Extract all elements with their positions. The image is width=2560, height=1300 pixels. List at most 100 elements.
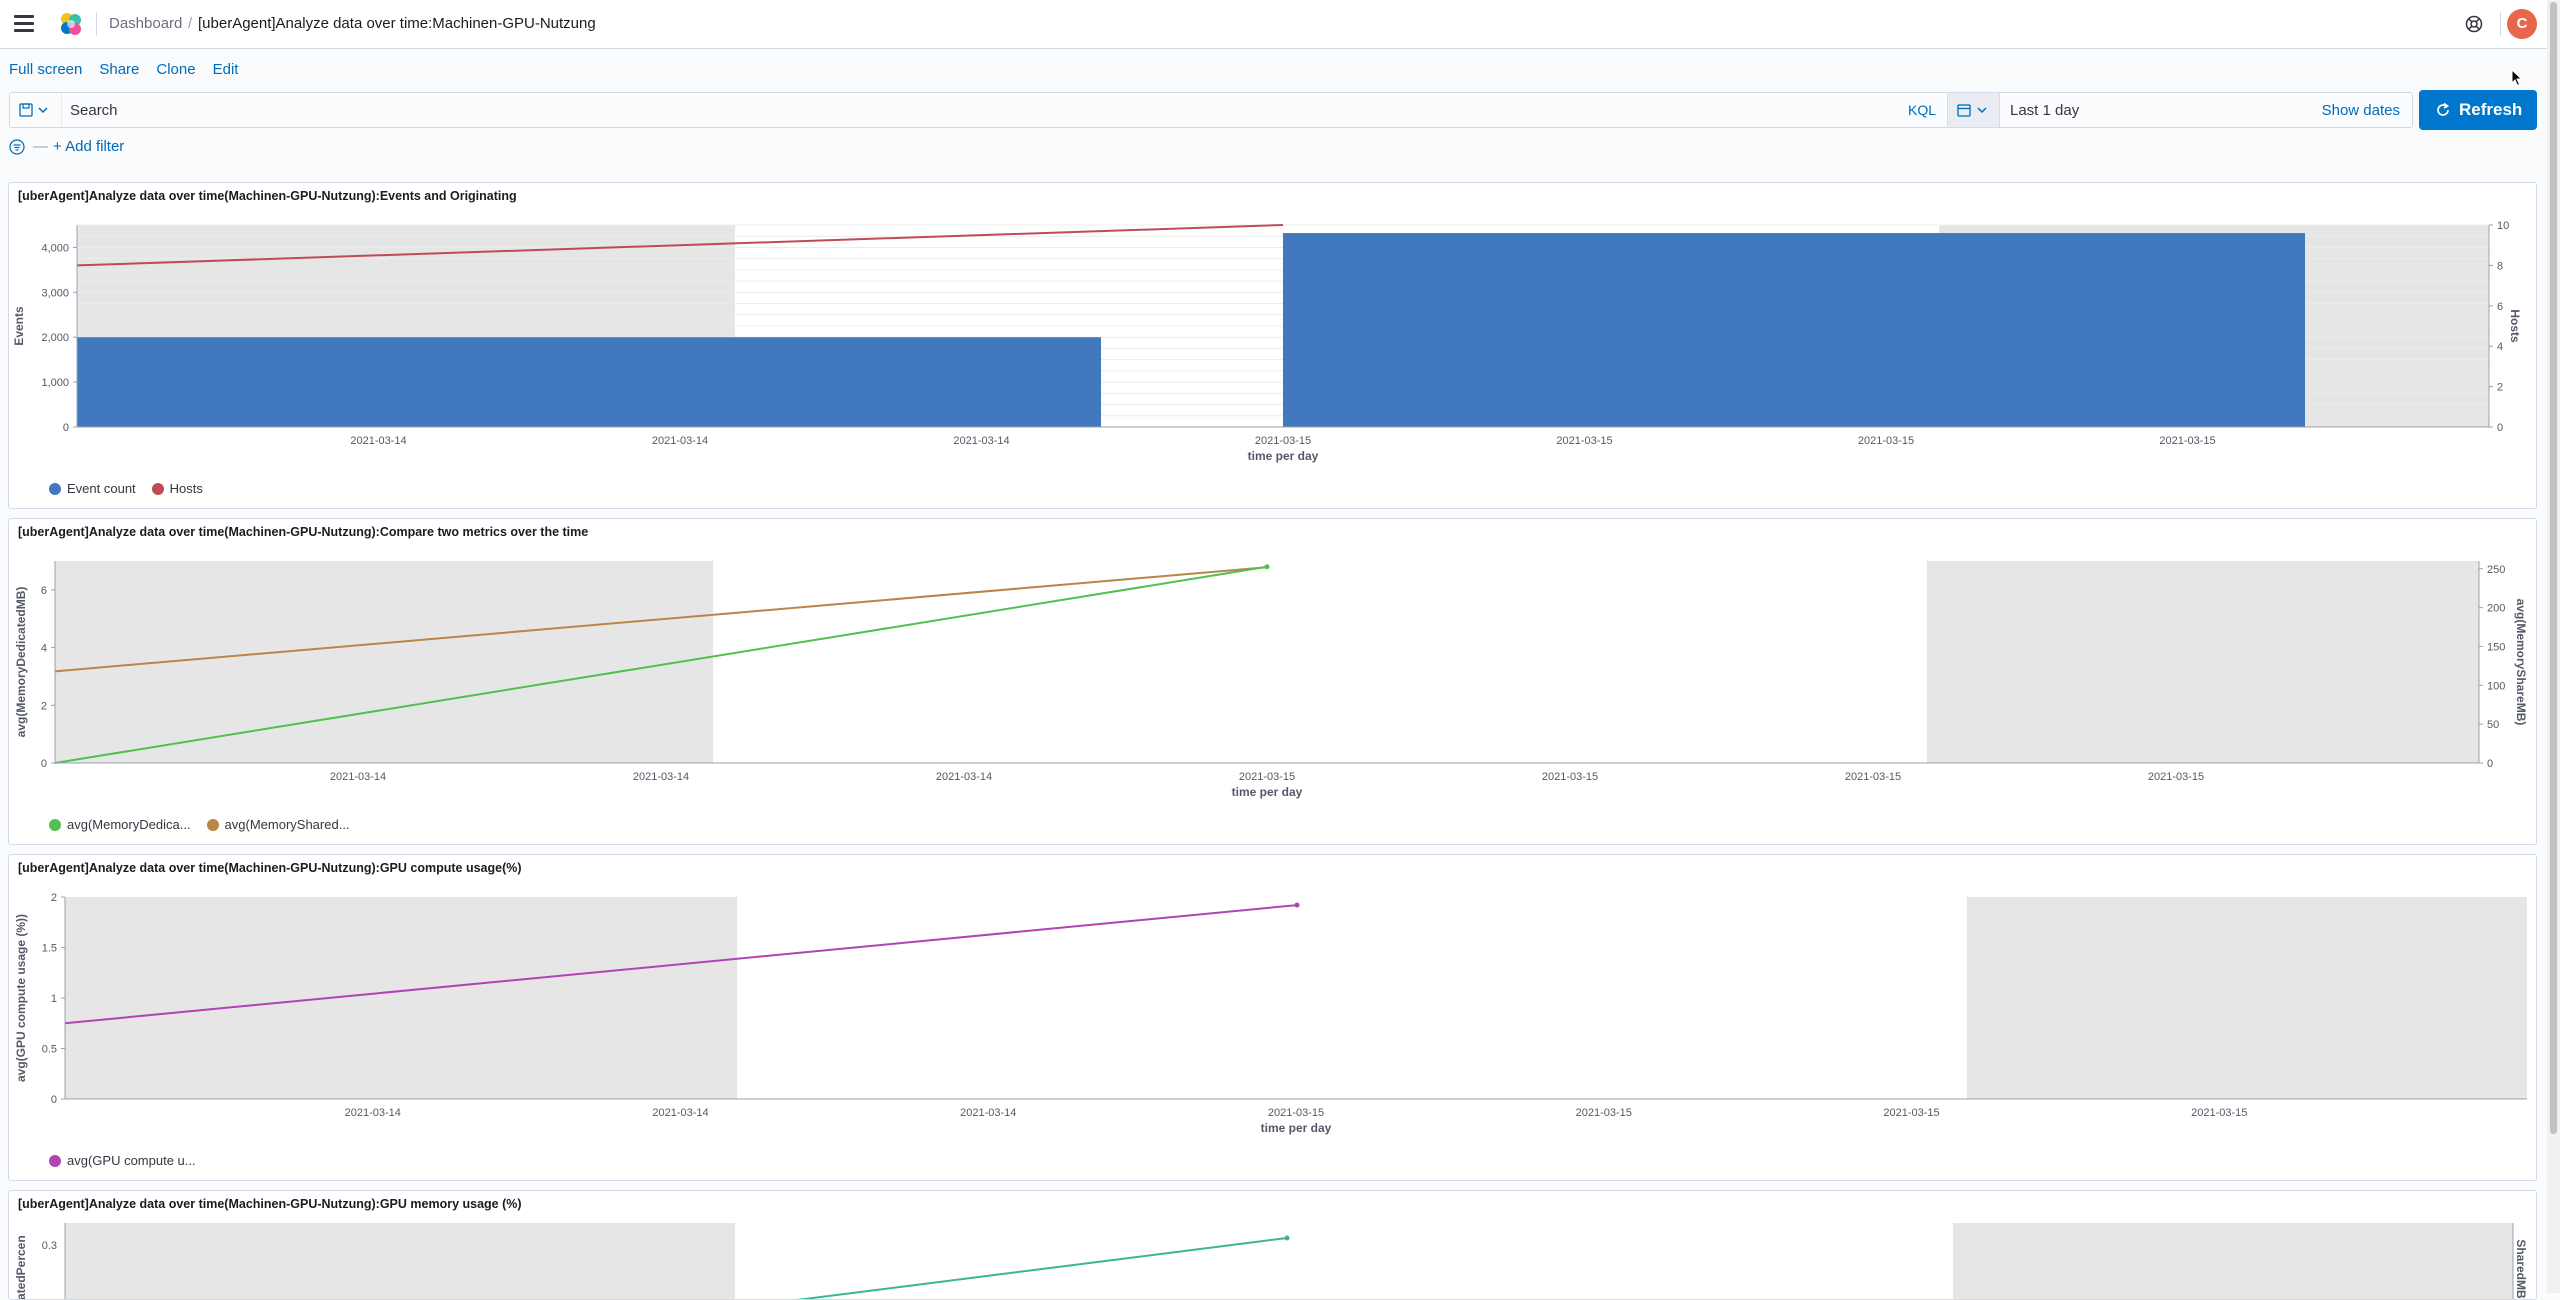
y-tick-label: 6 (41, 585, 47, 597)
chart-legend: avg(MemoryDedica... avg(MemoryShared... (49, 817, 366, 832)
quick-select-button[interactable] (1948, 93, 2000, 127)
line-gpu-compute (64, 904, 1298, 1025)
scrollbar-thumb[interactable] (2550, 2, 2557, 1134)
refresh-button[interactable]: Refresh (2419, 90, 2537, 130)
x-tick-label: 2021-03-15 (1542, 771, 1598, 783)
refresh-label: Refresh (2459, 100, 2523, 119)
x-tick-label: 2021-03-15 (1255, 435, 1311, 447)
legend-item[interactable]: avg(MemoryDedica... (49, 817, 191, 832)
query-bar: Search KQL (9, 92, 1951, 128)
x-tick-label: 2021-03-14 (345, 1107, 401, 1119)
menu-icon[interactable] (14, 15, 34, 33)
legend-dot-icon (49, 819, 61, 831)
x-tick-label: 2021-03-15 (2148, 771, 2204, 783)
panel-gpu-compute-usage: [uberAgent]Analyze data over time(Machin… (8, 854, 2537, 1181)
legend-item[interactable]: avg(MemoryShared... (206, 817, 350, 832)
y2-tick-label: 50 (2487, 719, 2499, 731)
legend-dot-icon (49, 483, 61, 495)
breadcrumb-dashboard[interactable]: Dashboard (109, 15, 183, 32)
y2-axis-label: avg(MemoryShareMB) (2514, 599, 2528, 726)
y-tick-label: 0.5 (42, 1044, 57, 1056)
x-axis-label: time per day (1248, 449, 1319, 463)
y-tick-label: 2 (51, 892, 57, 904)
y-tick-label: 0 (41, 758, 47, 770)
x-tick-label: 2021-03-15 (1576, 1107, 1632, 1119)
y2-tick-label: 4 (2497, 341, 2503, 353)
legend-label: Hosts (169, 481, 203, 496)
panel-title: [uberAgent]Analyze data over time(Machin… (18, 1197, 522, 1211)
y-tick-label: 0.3 (42, 1240, 57, 1252)
y-tick-label: 2,000 (41, 332, 69, 344)
y-axis-label: avg(GPU compute usage (%)) (14, 914, 28, 1082)
user-avatar[interactable]: C (2507, 9, 2537, 39)
chart-gpu-memory: 0.3 catedPercen SharedMB) (14, 1223, 2528, 1300)
y2-tick-label: 250 (2487, 564, 2505, 576)
clone-link[interactable]: Clone (156, 61, 196, 78)
y-tick-label: 3,000 (41, 287, 69, 299)
out-of-range-shade (1953, 1223, 2513, 1299)
legend-dot-icon (151, 483, 164, 495)
chart-legend: Event count Hosts (49, 481, 219, 496)
x-axis-label: time per day (1232, 785, 1303, 799)
x-tick-label: 2021-03-15 (1883, 1107, 1939, 1119)
y-tick-label: 0 (51, 1094, 57, 1106)
add-filter-button[interactable]: + Add filter (53, 138, 125, 155)
search-input[interactable]: Search (70, 102, 118, 119)
legend-item[interactable]: Hosts (151, 481, 203, 496)
y2-tick-label: 0 (2497, 422, 2503, 434)
y-tick-label: 4 (41, 643, 47, 655)
calendar-icon (1957, 104, 1987, 117)
dashboard-top-nav: Full screen Share Clone Edit (9, 61, 255, 78)
panel-title: [uberAgent]Analyze data over time(Machin… (18, 189, 517, 203)
panel-gpu-memory-usage: [uberAgent]Analyze data over time(Machin… (8, 1190, 2537, 1300)
legend-dot-icon (49, 1155, 61, 1167)
edit-link[interactable]: Edit (212, 61, 239, 78)
legend-item[interactable]: Event count (49, 481, 136, 496)
y-axis-label: avg(MemoryDedicatedMB) (14, 587, 28, 738)
y2-tick-label: 2 (2497, 382, 2503, 394)
x-tick-label: 2021-03-14 (960, 1107, 1016, 1119)
x-tick-label: 2021-03-14 (953, 435, 1009, 447)
y2-axis-label: SharedMB) (2514, 1239, 2528, 1300)
legend-label: avg(MemoryShared... (224, 817, 350, 832)
panel-events-and-originating: [uberAgent]Analyze data over time(Machin… (8, 182, 2537, 509)
y-tick-label: 0 (63, 422, 69, 434)
out-of-range-shade (65, 1223, 735, 1299)
save-icon (19, 103, 48, 117)
y2-tick-label: 10 (2497, 220, 2509, 232)
bar-event-count (1283, 233, 2305, 427)
legend-dot-icon (206, 819, 219, 831)
refresh-icon (2437, 102, 2450, 116)
chart-memory-metrics: 2021-03-14 2021-03-14 2021-03-14 2021-03-15… (14, 561, 2528, 799)
y-tick-label: 1.5 (42, 943, 57, 955)
elastic-logo[interactable] (58, 11, 84, 37)
y2-tick-label: 0 (2487, 758, 2493, 770)
x-axis-label: time per day (1261, 1121, 1332, 1135)
share-link[interactable]: Share (99, 61, 140, 78)
y2-tick-label: 8 (2497, 260, 2503, 272)
date-picker: Last 1 day Show dates (1947, 92, 2413, 128)
header-divider-right (2500, 12, 2501, 36)
mouse-cursor-icon (2511, 69, 2523, 87)
chart-events-hosts: 2021-03-14 2021-03-14 2021-03-14 2021-03-15… (12, 220, 2522, 463)
bar-event-count (77, 337, 1101, 427)
panel-title: [uberAgent]Analyze data over time(Machin… (18, 525, 589, 539)
y-tick-label: 1,000 (41, 377, 69, 389)
time-range-text[interactable]: Last 1 day (2010, 102, 2080, 119)
filter-options-icon[interactable] (9, 139, 25, 155)
page-scrollbar[interactable] (2547, 0, 2560, 1293)
show-dates-link[interactable]: Show dates (2321, 102, 2400, 119)
line-memory-shared (54, 566, 1268, 673)
legend-label: avg(MemoryDedica... (67, 817, 191, 832)
x-tick-label: 2021-03-15 (1845, 771, 1901, 783)
full-screen-link[interactable]: Full screen (9, 61, 83, 78)
saved-query-button[interactable] (10, 93, 62, 127)
kql-language-toggle[interactable]: KQL (1907, 102, 1936, 118)
x-tick-label: 2021-03-14 (936, 771, 992, 783)
help-icon[interactable] (2464, 14, 2484, 34)
line-gpu-memory (796, 1237, 1288, 1299)
point-gpu-compute (1294, 902, 1300, 908)
legend-item[interactable]: avg(GPU compute u... (49, 1153, 196, 1168)
x-tick-label: 2021-03-14 (350, 435, 406, 447)
breadcrumb-current: [uberAgent]Analyze data over time:Machin… (198, 15, 596, 32)
